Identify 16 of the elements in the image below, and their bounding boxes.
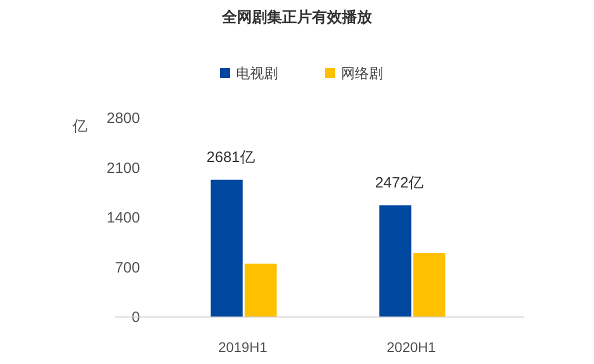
y-tick-label: 2800 <box>106 110 140 127</box>
y-tick-label: 2100 <box>106 160 140 177</box>
total-label: 2472亿 <box>375 174 424 192</box>
bar <box>210 180 243 317</box>
legend-label: 电视剧 <box>236 65 278 81</box>
x-tick-label: 2020H1 <box>386 339 436 355</box>
bar <box>413 253 446 317</box>
chart-title: 全网剧集正片有效播放 <box>221 9 373 26</box>
y-tick-label: 700 <box>114 259 140 276</box>
y-axis-title: 亿 <box>72 118 88 135</box>
bar <box>379 205 412 317</box>
bar <box>244 264 277 317</box>
legend-label: 网络剧 <box>341 65 383 81</box>
x-tick-label: 2019H1 <box>218 339 268 355</box>
total-label: 2681亿 <box>206 148 255 166</box>
y-tick-label: 1400 <box>106 210 140 226</box>
